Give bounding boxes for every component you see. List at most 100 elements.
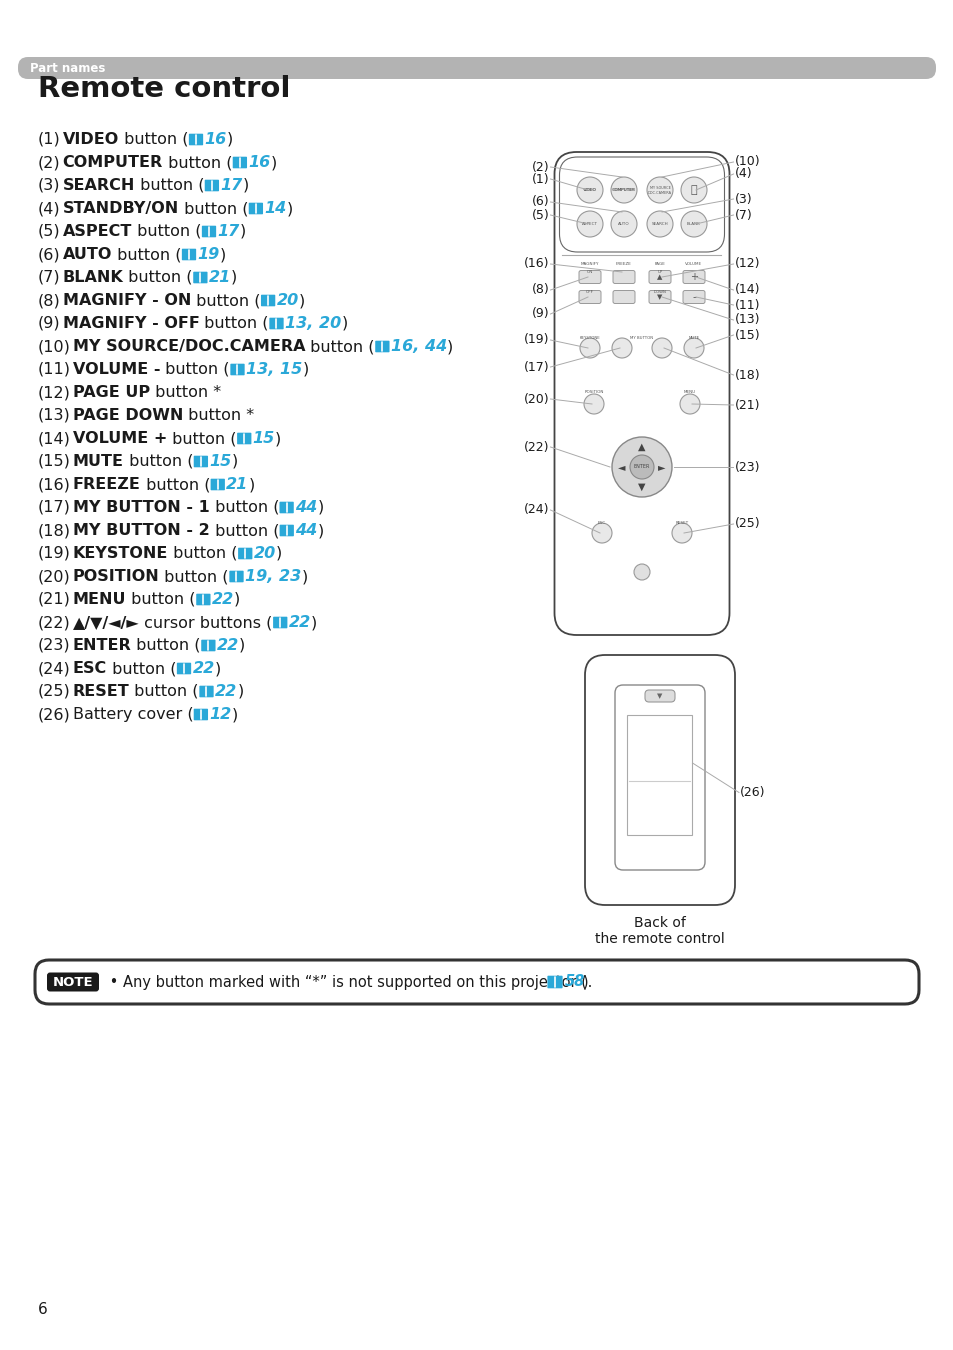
Text: FREEZE: FREEZE	[72, 477, 141, 491]
Text: MAGNIFY: MAGNIFY	[580, 262, 598, 266]
FancyBboxPatch shape	[279, 525, 287, 536]
Text: 58: 58	[564, 975, 584, 990]
Text: +: +	[689, 271, 698, 282]
Text: (25): (25)	[38, 684, 71, 699]
Text: (23): (23)	[38, 639, 71, 653]
Text: (18): (18)	[734, 369, 760, 382]
Circle shape	[646, 177, 672, 202]
Circle shape	[592, 522, 612, 543]
Text: (2): (2)	[532, 161, 549, 174]
Text: (11): (11)	[734, 298, 760, 312]
Circle shape	[683, 338, 703, 358]
Text: (6): (6)	[532, 196, 549, 208]
Circle shape	[671, 522, 691, 543]
Circle shape	[680, 177, 706, 202]
Text: VOLUME: VOLUME	[684, 262, 701, 266]
Text: -: -	[691, 292, 696, 302]
FancyBboxPatch shape	[269, 317, 276, 329]
Text: NOTE: NOTE	[52, 976, 93, 988]
Text: button (: button (	[191, 293, 260, 308]
FancyBboxPatch shape	[35, 960, 918, 1004]
Text: button (: button (	[130, 684, 199, 699]
Text: (24): (24)	[38, 662, 71, 676]
FancyBboxPatch shape	[682, 270, 704, 284]
Text: VIDEO: VIDEO	[582, 188, 597, 192]
Text: (3): (3)	[38, 178, 60, 193]
FancyBboxPatch shape	[206, 686, 213, 698]
Text: 21: 21	[209, 270, 231, 285]
Text: 17: 17	[217, 224, 239, 239]
Text: 16: 16	[248, 155, 271, 170]
FancyBboxPatch shape	[239, 157, 247, 169]
FancyBboxPatch shape	[268, 294, 275, 306]
Text: (12): (12)	[38, 385, 71, 400]
FancyBboxPatch shape	[193, 271, 200, 284]
Text: button (: button (	[123, 270, 193, 285]
Text: ): )	[214, 662, 221, 676]
Text: SEARCH: SEARCH	[651, 221, 668, 225]
Circle shape	[612, 338, 631, 358]
Text: 16: 16	[204, 132, 227, 147]
FancyBboxPatch shape	[644, 690, 675, 702]
FancyBboxPatch shape	[375, 340, 382, 352]
Text: ▼: ▼	[657, 693, 662, 699]
Text: (1): (1)	[38, 132, 61, 147]
Text: (9): (9)	[38, 316, 61, 331]
Text: MY BUTTON - 2: MY BUTTON - 2	[73, 522, 210, 539]
Text: button (: button (	[141, 477, 210, 491]
Text: 22: 22	[289, 616, 311, 630]
Text: BLANK: BLANK	[686, 221, 700, 225]
Text: ): )	[286, 201, 293, 216]
Text: ): )	[311, 616, 317, 630]
FancyBboxPatch shape	[245, 548, 253, 559]
Text: VOLUME -: VOLUME -	[73, 362, 160, 377]
Text: button (: button (	[178, 201, 248, 216]
Text: DOWN: DOWN	[653, 290, 666, 294]
Text: ◄: ◄	[618, 462, 625, 472]
Text: button (: button (	[159, 568, 229, 585]
Circle shape	[612, 437, 671, 497]
FancyBboxPatch shape	[200, 709, 208, 721]
Text: UP: UP	[657, 270, 662, 274]
Circle shape	[680, 211, 706, 238]
FancyBboxPatch shape	[205, 180, 212, 192]
Text: ): )	[232, 707, 237, 722]
Text: 44: 44	[294, 500, 317, 514]
Text: FREEZE: FREEZE	[616, 262, 631, 266]
Text: ►: ►	[658, 462, 665, 472]
Text: (11): (11)	[38, 362, 71, 377]
FancyBboxPatch shape	[217, 479, 225, 490]
Text: 20: 20	[253, 545, 275, 562]
Circle shape	[651, 338, 671, 358]
FancyBboxPatch shape	[244, 433, 252, 444]
Text: (7): (7)	[38, 270, 61, 285]
Text: 17: 17	[220, 178, 242, 193]
FancyBboxPatch shape	[547, 976, 555, 988]
Text: POSITION: POSITION	[72, 568, 159, 585]
Text: 19: 19	[197, 247, 219, 262]
FancyBboxPatch shape	[554, 976, 562, 988]
Text: button (: button (	[305, 339, 375, 354]
Text: 22: 22	[212, 593, 233, 608]
Text: 14: 14	[264, 201, 286, 216]
Text: button (: button (	[107, 662, 176, 676]
FancyBboxPatch shape	[613, 270, 635, 284]
Text: KEYSTONE: KEYSTONE	[72, 545, 168, 562]
Text: VOLUME +: VOLUME +	[72, 431, 167, 446]
FancyBboxPatch shape	[554, 153, 729, 634]
Text: button (: button (	[112, 247, 181, 262]
Text: Battery cover (: Battery cover (	[72, 707, 193, 722]
Text: ▲: ▲	[638, 441, 645, 452]
Text: 16, 44: 16, 44	[391, 339, 447, 354]
Text: MAGNIFY - ON: MAGNIFY - ON	[63, 293, 191, 308]
Text: MUTE: MUTE	[72, 454, 124, 468]
Text: (1): (1)	[532, 173, 549, 185]
Text: ▲: ▲	[657, 274, 662, 279]
Text: (22): (22)	[38, 616, 71, 630]
FancyBboxPatch shape	[202, 225, 209, 238]
Bar	[627, 716, 692, 836]
Text: ): )	[239, 224, 246, 239]
FancyBboxPatch shape	[230, 363, 237, 375]
FancyBboxPatch shape	[229, 571, 236, 582]
Text: ): )	[302, 362, 308, 377]
